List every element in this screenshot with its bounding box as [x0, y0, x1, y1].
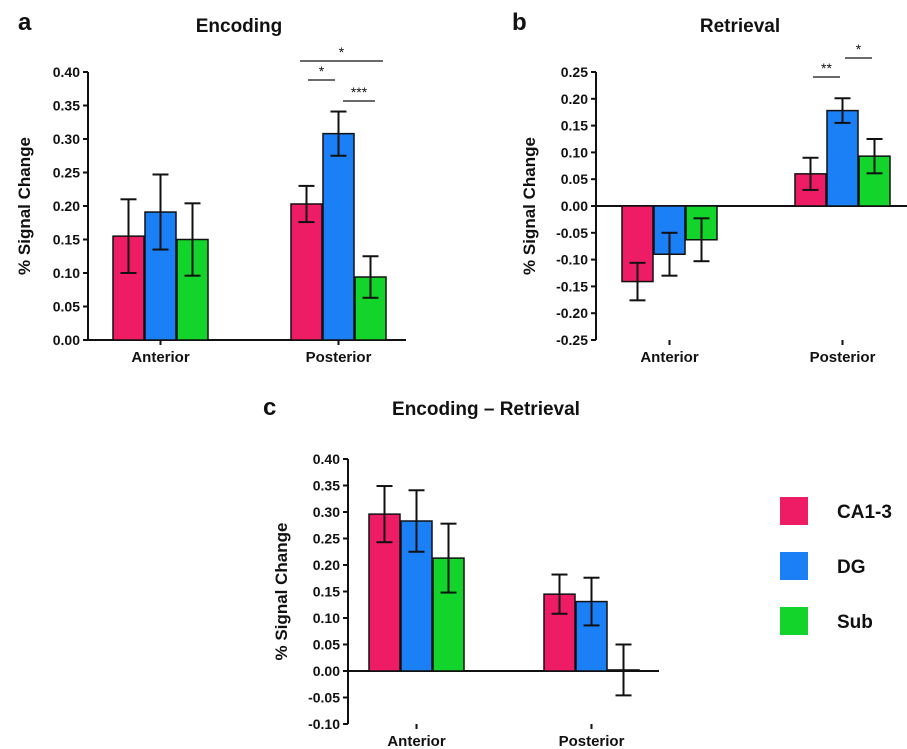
- y-tick-label: 0.00: [53, 332, 80, 348]
- y-tick-label: 0.00: [313, 663, 340, 679]
- y-tick-label: 0.25: [53, 165, 80, 181]
- panel-letter: a: [18, 9, 32, 36]
- y-tick-label: -0.10: [308, 716, 340, 732]
- bar-sub-posterior: [858, 155, 891, 207]
- y-axis-label: % Signal Change: [272, 523, 291, 661]
- legend-swatch-sub: [780, 607, 808, 635]
- y-axis-label: % Signal Change: [520, 137, 539, 275]
- y-tick-label: 0.25: [561, 64, 588, 80]
- significance-label: *: [339, 44, 345, 60]
- panel-b: b Retrieval % Signal Change -0.25 -0.20 -0.15…: [512, 9, 907, 366]
- x-tick-label: Posterior: [559, 733, 625, 749]
- legend-label: Sub: [837, 612, 873, 633]
- y-tick-label: 0.30: [53, 131, 80, 147]
- y-tick-label: 0.40: [53, 64, 80, 80]
- significance-label: *: [856, 41, 862, 57]
- y-tick-label: 0.15: [313, 584, 340, 600]
- bar-ca1-3-anterior: [112, 235, 145, 341]
- panel-title: Encoding – Retrieval: [392, 399, 580, 420]
- x-tick-label: Posterior: [306, 349, 372, 366]
- y-tick-label: 0.20: [53, 198, 80, 214]
- y-tick-label: 0.05: [53, 299, 80, 315]
- panel-title: Encoding: [196, 16, 283, 37]
- legend-label: DG: [837, 557, 866, 578]
- x-tick-label: Posterior: [810, 349, 876, 366]
- y-tick-label: -0.05: [556, 225, 588, 241]
- legend-label: CA1-3: [837, 502, 892, 523]
- bar-dg-posterior: [826, 109, 859, 207]
- y-tick-label: 0.30: [313, 504, 340, 520]
- significance-label: **: [821, 60, 832, 76]
- y-tick-label: -0.10: [556, 252, 588, 268]
- y-tick-label: -0.25: [556, 332, 588, 348]
- y-tick-label: 0.25: [313, 531, 340, 547]
- y-tick-label: -0.20: [556, 305, 588, 321]
- panel-a: a Encoding % Signal Change 0.00 0.05 0.10 0.15…: [15, 9, 406, 366]
- legend-swatch-dg: [780, 552, 808, 580]
- y-tick-label: 0.05: [313, 637, 340, 653]
- y-tick-label: 0.10: [313, 610, 340, 626]
- y-tick-label: 0.15: [53, 232, 80, 248]
- bar-dg-anterior: [400, 520, 433, 672]
- y-tick-label: 0.40: [313, 451, 340, 467]
- bar-dg-posterior: [322, 132, 355, 341]
- panel-title: Retrieval: [700, 16, 780, 37]
- significance-label: ***: [351, 84, 368, 100]
- y-tick-label: 0.00: [561, 198, 588, 214]
- x-tick-label: Anterior: [640, 349, 699, 366]
- y-tick-label: 0.15: [561, 118, 588, 134]
- y-tick-label: -0.05: [308, 690, 340, 706]
- y-tick-label: 0.20: [561, 91, 588, 107]
- x-tick-label: Anterior: [387, 733, 446, 749]
- y-tick-label: 0.20: [313, 557, 340, 573]
- y-tick-label: 0.10: [561, 144, 588, 160]
- y-tick-label: 0.35: [313, 478, 340, 494]
- panel-letter: b: [512, 9, 527, 36]
- y-tick-label: 0.35: [53, 98, 80, 114]
- x-tick-label: Anterior: [131, 349, 190, 366]
- legend: CA1-3 DG Sub: [780, 497, 892, 635]
- y-tick-label: 0.10: [53, 265, 80, 281]
- panel-letter: c: [263, 394, 276, 421]
- y-axis-label: % Signal Change: [15, 137, 34, 275]
- panel-c: c Encoding – Retrieval % Signal Change -0.1…: [263, 394, 659, 749]
- bar-ca1-3-posterior: [290, 203, 323, 341]
- significance-label: *: [319, 63, 325, 79]
- y-tick-label: -0.15: [556, 278, 588, 294]
- y-tick-label: 0.05: [561, 171, 588, 187]
- legend-swatch-ca1-3: [780, 497, 808, 525]
